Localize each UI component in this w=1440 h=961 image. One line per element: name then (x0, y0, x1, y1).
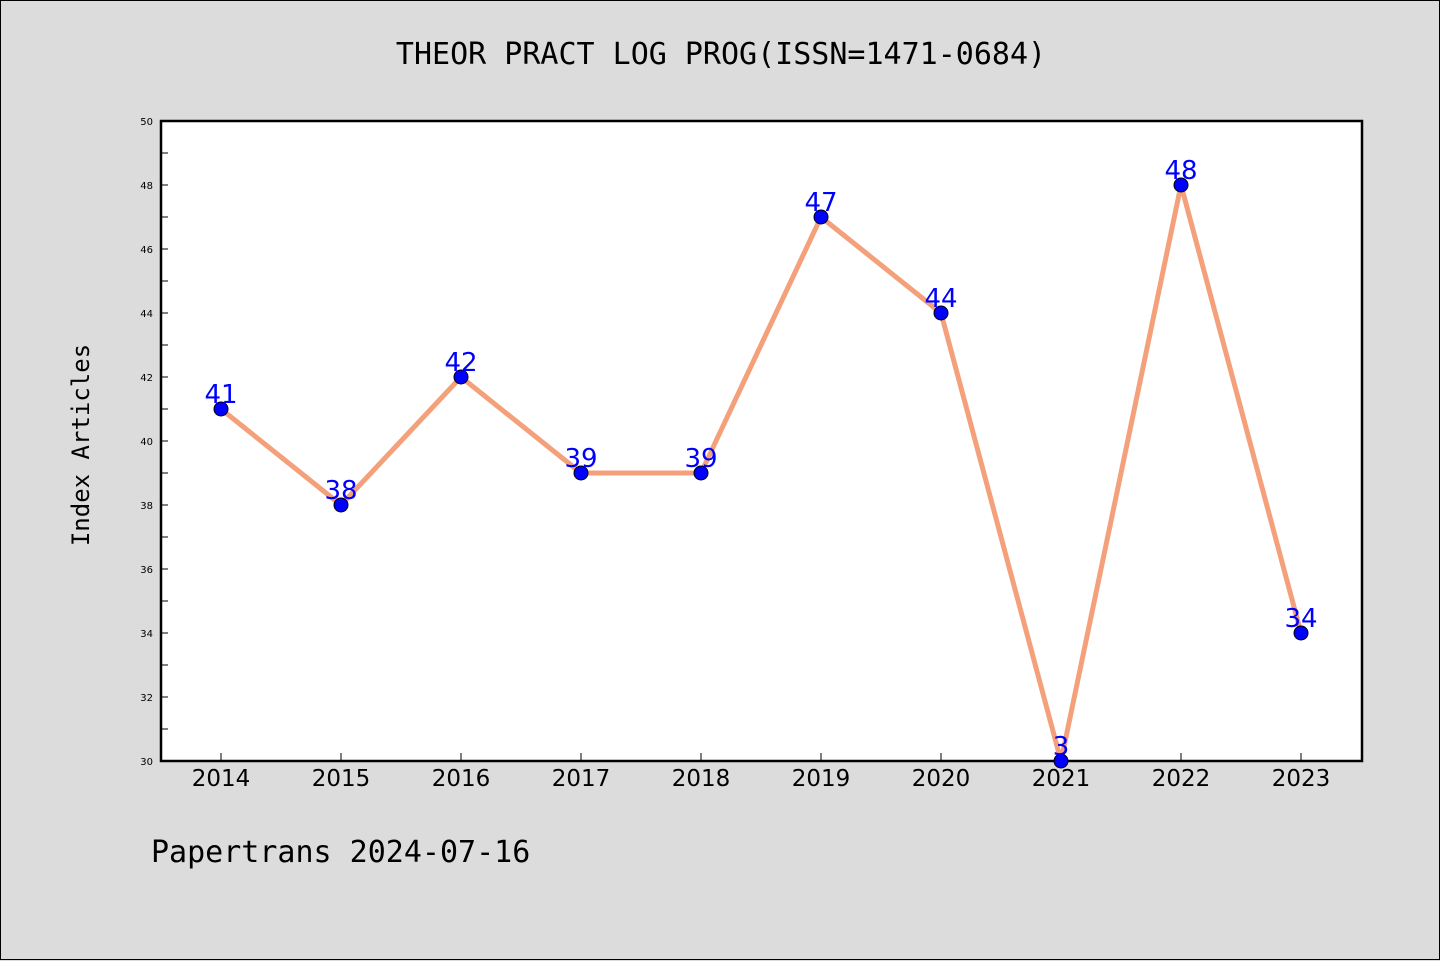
data-point (453, 369, 469, 385)
x-tick-label: 2021 (1032, 766, 1091, 792)
x-tick-label: 2019 (792, 766, 851, 792)
y-tick-label: 50 (140, 117, 153, 128)
data-label: 42 (444, 348, 477, 378)
data-point (933, 305, 949, 321)
x-tick-label: 2022 (1152, 766, 1211, 792)
data-point (1293, 625, 1309, 641)
y-tick-label: 30 (140, 757, 153, 768)
y-tick-label: 38 (140, 501, 153, 512)
data-point (693, 465, 709, 481)
data-label: 39 (684, 444, 717, 474)
data-point (813, 209, 829, 225)
x-axis: 2014 2015 2016 2017 2018 2019 2020 2021 2022 2023 (192, 753, 1331, 792)
data-label: 48 (1164, 156, 1197, 186)
data-point (213, 401, 229, 417)
x-tick-label: 2023 (1272, 766, 1331, 792)
data-labels: 41 38 42 39 39 47 44 3 48 34 (204, 156, 1317, 762)
y-tick-label: 46 (140, 245, 153, 256)
series-line (219, 182, 1304, 764)
y-tick-label: 44 (140, 309, 153, 320)
x-tick-label: 2020 (912, 766, 971, 792)
data-label: 38 (324, 476, 357, 506)
data-label: 34 (1284, 604, 1317, 634)
data-label: 44 (924, 284, 957, 314)
x-tick-label: 2017 (552, 766, 611, 792)
data-label: 47 (804, 188, 837, 218)
x-tick-label: 2015 (312, 766, 371, 792)
y-tick-label: 42 (140, 373, 153, 384)
y-tick-label: 32 (140, 693, 153, 704)
y-tick-label: 36 (140, 565, 153, 576)
plot-area (159, 119, 1364, 763)
x-tick-label: 2018 (672, 766, 731, 792)
x-tick-label: 2014 (192, 766, 251, 792)
y-tick-label: 40 (140, 437, 153, 448)
data-label: 3 (1053, 732, 1070, 762)
y-axis-label: Index Articles (67, 344, 95, 546)
y-tick-label: 48 (140, 181, 153, 192)
data-label: 41 (204, 380, 237, 410)
y-axis: 30 32 34 36 38 40 42 44 46 48 50 (140, 117, 168, 768)
x-tick-label: 2016 (432, 766, 491, 792)
chart-title: THEOR PRACT LOG PROG(ISSN=1471-0684) (395, 37, 1047, 72)
data-point (573, 465, 589, 481)
data-points (213, 177, 1309, 769)
footer-note: Papertrans 2024-07-16 (151, 835, 531, 870)
data-point (333, 497, 349, 513)
data-point (1173, 177, 1189, 193)
y-tick-label: 34 (140, 629, 153, 640)
data-point (1053, 753, 1069, 769)
data-label: 39 (564, 444, 597, 474)
